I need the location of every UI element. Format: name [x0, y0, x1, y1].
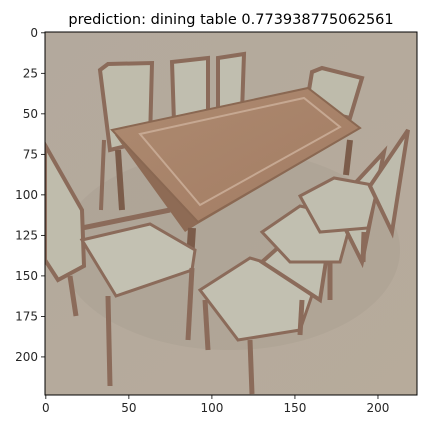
x-tick-label: 150 — [283, 401, 306, 415]
chair-left-arm — [45, 140, 197, 387]
y-tick-label: 25 — [23, 66, 38, 80]
y-tick-label: 200 — [15, 350, 38, 364]
image-area — [45, 32, 417, 395]
axes: 0 50 100 150 200 0 25 50 75 100 125 150 175 200 — [15, 26, 418, 415]
y-tick-label: 150 — [15, 269, 38, 283]
y-tick-label: 125 — [15, 228, 38, 242]
y-tick-label: 175 — [15, 309, 38, 323]
x-tick-label: 0 — [42, 401, 50, 415]
x-axis: 0 50 100 150 200 — [42, 395, 389, 415]
axes-frame — [44, 31, 418, 396]
y-axis: 0 25 50 75 100 125 150 175 200 — [15, 26, 45, 364]
y-tick-label: 0 — [30, 26, 38, 40]
chart-title: prediction: dining table 0.7739387750625… — [68, 12, 393, 28]
x-tick-label: 50 — [121, 401, 136, 415]
chair-front-3 — [297, 128, 410, 263]
y-tick-label: 50 — [23, 107, 38, 121]
y-tick-label: 75 — [23, 147, 38, 161]
y-tick-label: 100 — [15, 188, 38, 202]
x-tick-label: 200 — [367, 401, 390, 415]
x-tick-label: 100 — [200, 401, 223, 415]
table — [110, 86, 362, 261]
